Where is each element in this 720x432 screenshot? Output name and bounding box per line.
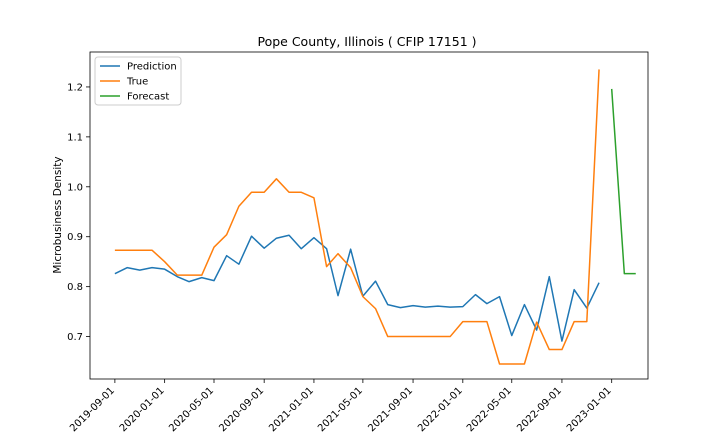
legend-box: [94, 56, 182, 106]
legend-label-prediction: Prediction: [127, 62, 177, 73]
x-tick-label: 2022-01-01: [416, 385, 465, 432]
legend-label-forecast: Forecast: [127, 92, 169, 103]
legend: Prediction True Forecast: [94, 56, 182, 106]
x-tick-label: 2019-09-01: [68, 385, 117, 432]
x-tick-label: 2020-09-01: [217, 385, 266, 432]
y-tick-label: 0.8: [67, 282, 83, 293]
chart-title: Pope County, Illinois ( CFIP 17151 ): [257, 34, 476, 49]
y-tick-label: 0.7: [67, 332, 83, 343]
x-tick-label: 2021-05-01: [316, 385, 365, 432]
y-tick-label: 1.1: [67, 132, 83, 143]
plot-area: [114, 69, 636, 365]
y-tick-label: 1.2: [67, 82, 83, 93]
y-axis-label: Microbusiness Density: [52, 156, 64, 273]
x-tick-label: 2020-01-01: [118, 385, 167, 432]
y-axis: 0.7 0.8 0.9 1.0 1.1 1.2: [67, 82, 90, 343]
series-line-true: [114, 69, 600, 365]
x-tick-label: 2021-01-01: [267, 385, 316, 432]
plot-frame: [89, 51, 649, 380]
x-tick-label: 2022-09-01: [515, 385, 564, 432]
legend-label-true: True: [126, 77, 148, 88]
x-axis: 2019-09-01 2020-01-01 2020-05-01 2020-09-01…: [68, 379, 614, 432]
series-line-forecast: [610, 88, 636, 275]
x-tick-label: 2023-01-01: [565, 385, 614, 432]
series-line-prediction: [114, 234, 600, 342]
y-tick-label: 1.0: [67, 182, 83, 193]
x-tick-label: 2021-09-01: [366, 385, 415, 432]
x-tick-label: 2022-05-01: [465, 385, 514, 432]
y-tick-label: 0.9: [67, 232, 83, 243]
x-tick-label: 2020-05-01: [167, 385, 216, 432]
